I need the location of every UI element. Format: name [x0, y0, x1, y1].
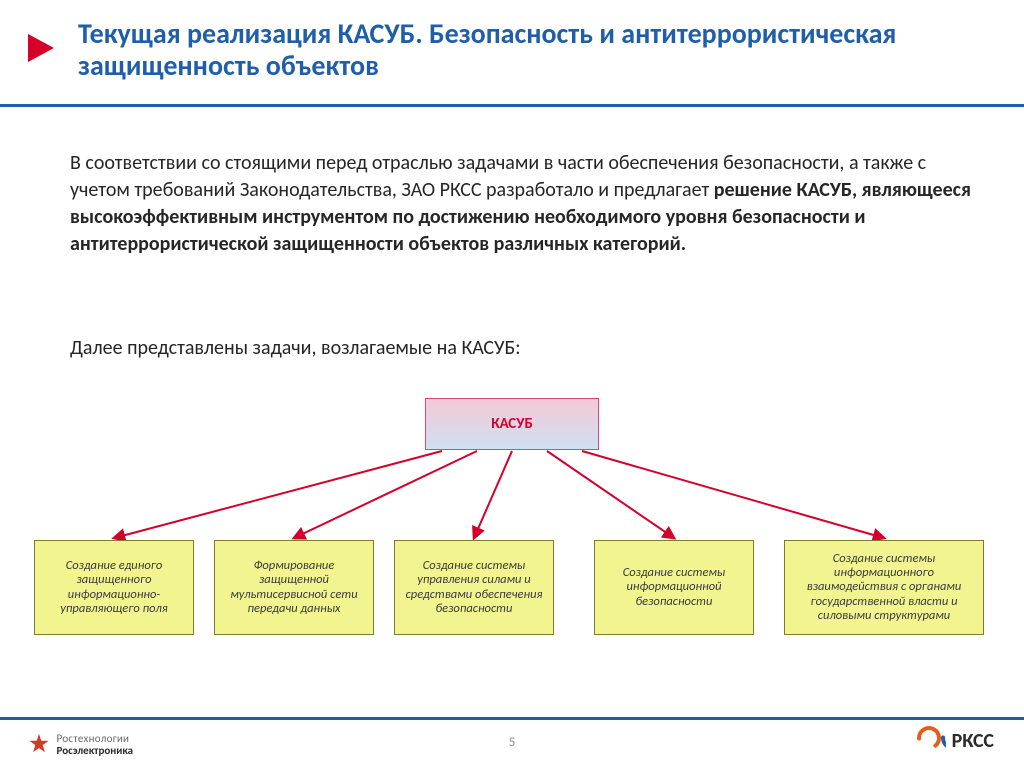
diagram-leaf-node: Создание системы информационной безопасн…: [594, 540, 754, 635]
rkss-logo-icon: [916, 725, 946, 756]
header-bullet-icon: [24, 30, 60, 71]
diagram-leaf-label: Создание системы информационного взаимод…: [793, 552, 975, 624]
header-divider: [0, 104, 1024, 107]
diagram-leaf-label: Формирование защищенной мультисервисной …: [223, 559, 365, 617]
diagram-leaf-node: Создание системы информационного взаимод…: [784, 540, 984, 635]
diagram-root-label: КАСУБ: [491, 415, 533, 433]
footer-divider: [0, 717, 1024, 720]
diagram-leaf-node: Формирование защищенной мультисервисной …: [214, 540, 374, 635]
diagram-leaf-label: Создание системы управления силами и сре…: [403, 559, 545, 617]
diagram-leaf-label: Создание системы информационной безопасн…: [603, 566, 745, 609]
body-paragraph-1: В соответствии со стоящими перед отрасль…: [70, 150, 974, 258]
slide: Текущая реализация КАСУБ. Безопасность и…: [0, 0, 1024, 768]
body-paragraph-2: Далее представлены задачи, возлагаемые н…: [70, 335, 974, 362]
diagram-leaf-node: Создание системы управления силами и сре…: [394, 540, 554, 635]
slide-title: Текущая реализация КАСУБ. Безопасность и…: [78, 18, 994, 82]
diagram-root-node: КАСУБ: [425, 398, 599, 450]
footer-right-logo: РКСС: [916, 725, 994, 756]
diagram-leaf-label: Создание единого защищенного информацион…: [43, 559, 185, 617]
page-number: 5: [0, 735, 1024, 750]
diagram-arrows: [0, 0, 1024, 768]
diagram-leaf-node: Создание единого защищенного информацион…: [34, 540, 194, 635]
footer-right-text: РКСС: [952, 729, 994, 753]
